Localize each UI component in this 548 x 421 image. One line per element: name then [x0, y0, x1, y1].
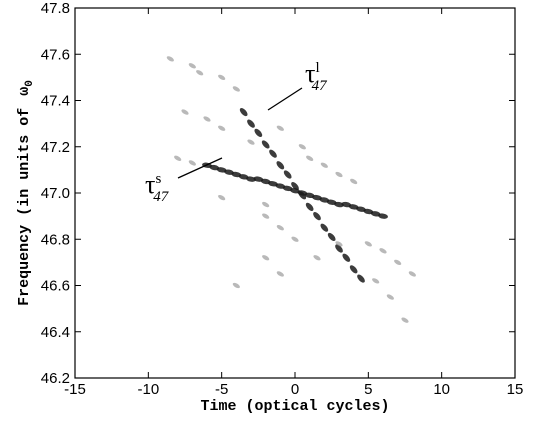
point	[298, 144, 306, 150]
point	[247, 139, 255, 145]
point	[254, 128, 263, 137]
x-tick-label: 10	[433, 381, 450, 398]
annotation-sup: s	[155, 171, 161, 187]
x-axis-label: Time (optical cycles)	[200, 398, 389, 415]
annotation-sub: 47	[153, 189, 170, 205]
point	[291, 181, 299, 191]
annotation-pointer	[267, 87, 303, 111]
point	[394, 259, 402, 266]
point	[166, 56, 174, 62]
point	[320, 162, 328, 168]
point	[269, 149, 277, 158]
point	[408, 271, 416, 277]
x-tick-label: 0	[291, 381, 299, 398]
point	[218, 125, 226, 131]
point	[262, 213, 270, 219]
point	[313, 255, 321, 261]
y-tick-label: 47.6	[41, 46, 70, 63]
point	[350, 178, 358, 185]
x-tick-label: -10	[137, 381, 159, 398]
x-tick-label: 5	[364, 381, 372, 398]
annotation: τs 47	[145, 170, 170, 205]
point	[335, 241, 343, 247]
point	[335, 244, 343, 253]
point	[349, 265, 358, 274]
point	[313, 212, 321, 221]
point	[379, 248, 387, 254]
point	[218, 194, 226, 201]
point	[276, 225, 284, 231]
point	[247, 119, 255, 128]
plot-frame	[74, 7, 516, 379]
y-tick-label: 46.4	[41, 324, 70, 341]
point	[188, 160, 196, 166]
point	[181, 109, 189, 115]
point	[232, 282, 240, 289]
y-tick-label: 47.4	[41, 93, 70, 110]
annotation: τl 47	[305, 59, 328, 94]
point	[334, 201, 344, 208]
point	[291, 236, 299, 242]
point	[283, 170, 292, 179]
annotation-sub: 47	[312, 78, 329, 94]
point	[335, 171, 343, 178]
point	[306, 155, 314, 161]
point	[342, 253, 351, 262]
point	[239, 107, 248, 117]
point	[262, 201, 270, 208]
point	[378, 213, 388, 219]
annotation-pointer	[177, 157, 223, 179]
x-tick-label: 15	[507, 381, 524, 398]
point	[174, 155, 182, 161]
point	[203, 116, 211, 122]
y-tick-label: 47.8	[41, 0, 70, 17]
point	[357, 274, 365, 283]
point	[386, 294, 394, 300]
y-axis-label: Frequency (in units of ω0	[16, 80, 36, 306]
point	[305, 202, 314, 211]
x-tick-label: -5	[215, 381, 228, 398]
point	[372, 278, 380, 284]
annotation-symbol: τ	[145, 170, 155, 199]
point	[261, 140, 270, 149]
point	[276, 161, 285, 170]
y-tick-label: 47.2	[41, 139, 70, 156]
point	[320, 223, 329, 232]
annotation-symbol: τ	[305, 59, 315, 88]
point	[364, 241, 372, 247]
point	[188, 63, 196, 69]
y-tick-label: 46.8	[41, 231, 70, 248]
point	[327, 232, 336, 242]
point	[262, 255, 270, 261]
point	[401, 317, 409, 323]
point	[246, 176, 256, 182]
point	[276, 271, 284, 277]
y-label-symbol: ω	[16, 87, 33, 96]
point	[218, 74, 226, 81]
y-tick-label: 46.2	[41, 370, 70, 387]
x-tick-label: -15	[64, 381, 86, 398]
y-tick-label: 47.0	[41, 185, 70, 202]
y-label-text: Frequency (in units of	[16, 108, 33, 306]
point	[276, 125, 284, 131]
annotation-sup: l	[315, 60, 319, 76]
y-label-sub: 0	[24, 80, 36, 87]
y-tick-label: 46.6	[41, 278, 70, 295]
point	[232, 86, 240, 92]
point	[196, 70, 204, 76]
